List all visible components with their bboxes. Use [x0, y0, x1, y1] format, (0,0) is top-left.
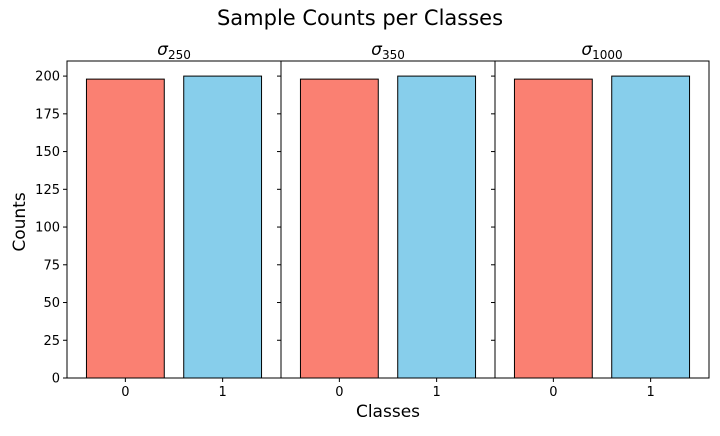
panel-title-symbol: σ: [157, 40, 169, 60]
panel-2: 0 1 σ1000: [491, 40, 710, 400]
bar-panel2-class-0: [513, 78, 593, 379]
y-tick-label: 0: [52, 372, 60, 387]
panel-0: 0 25 50 75 100 125 150 175 200 0 1 σ250: [35, 40, 282, 400]
bar-panel0-class-1: [183, 75, 263, 379]
y-tick-label: 150: [35, 145, 60, 160]
y-tick-label: 50: [43, 296, 60, 311]
y-tick-label: 200: [35, 70, 60, 85]
panel-title: σ350: [371, 40, 405, 62]
y-tick-label: 75: [43, 258, 60, 273]
x-tick-label: 1: [218, 385, 226, 400]
x-tick-label: 0: [335, 385, 343, 400]
x-tick-label: 0: [121, 385, 129, 400]
panel-title-subscript: 1000: [592, 48, 623, 62]
y-tick-label: 25: [43, 334, 60, 349]
x-axis-label: Classes: [356, 402, 420, 422]
y-tick-label: 100: [35, 221, 60, 236]
panel-title-subscript: 250: [168, 48, 191, 62]
bar-panel2-class-1: [611, 75, 691, 379]
panel-title-symbol: σ: [371, 40, 383, 60]
y-tick-label: 125: [35, 183, 60, 198]
bar-panel0-class-0: [85, 78, 165, 379]
panel-frame: [494, 60, 710, 379]
panel-title-subscript: 350: [382, 48, 405, 62]
y-tick-label: 175: [35, 107, 60, 122]
panel-1: 0 1 σ350: [277, 40, 496, 400]
panel-title: σ250: [157, 40, 191, 62]
y-axis-label: Counts: [10, 192, 30, 251]
panel-title-symbol: σ: [581, 40, 593, 60]
x-tick-label: 1: [646, 385, 654, 400]
chart-title: Sample Counts per Classes: [217, 6, 503, 30]
x-tick-label: 0: [549, 385, 557, 400]
x-tick-label: 1: [432, 385, 440, 400]
bar-panel1-class-1: [397, 75, 477, 379]
bar-panel1-class-0: [299, 78, 379, 379]
panel-title: σ1000: [581, 40, 622, 62]
